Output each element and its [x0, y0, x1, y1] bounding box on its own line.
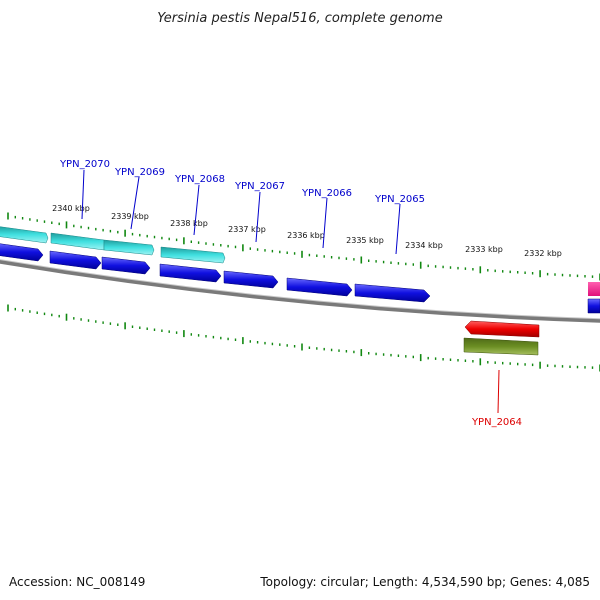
tick-label: 2340 kbp: [52, 204, 90, 213]
gene-label-ypn-2065[interactable]: YPN_2065: [374, 194, 425, 205]
gene-label-ypn-2066[interactable]: YPN_2066: [301, 188, 352, 199]
cds-arrow[interactable]: [0, 243, 44, 262]
callout-line: [193, 184, 200, 236]
callout-line: [255, 191, 261, 243]
cds-arrow[interactable]: [49, 250, 102, 270]
callout-line: [322, 197, 328, 249]
cds-arrow[interactable]: [159, 263, 222, 283]
tick-label: 2334 kbp: [405, 241, 443, 250]
gene-label-ypn-2070[interactable]: YPN_2070: [59, 159, 110, 170]
upper-tick-track: [7, 212, 600, 281]
tick-label: 2337 kbp: [228, 225, 266, 234]
forward-cds-track: [0, 243, 600, 314]
callout-line: [81, 169, 85, 220]
tick-label: 2336 kbp: [287, 231, 325, 240]
feature-block[interactable]: [103, 239, 155, 256]
tick-label: 2338 kbp: [170, 219, 208, 228]
gene-label-ypn-2068[interactable]: YPN_2068: [174, 174, 225, 185]
cds-arrow[interactable]: [286, 277, 353, 297]
cds-arrow[interactable]: [223, 270, 279, 289]
feature-block[interactable]: [50, 232, 105, 251]
forward-feature-track: [0, 226, 226, 264]
tick-label: 2335 kbp: [346, 236, 384, 245]
gene-label-ypn-2064[interactable]: YPN_2064: [471, 417, 522, 428]
accession-text: Accession: NC_008149: [9, 575, 145, 589]
reverse-cds-arrow[interactable]: [464, 320, 540, 338]
feature-block[interactable]: [160, 246, 226, 264]
genome-backbone: [0, 259, 600, 323]
tick-labels: 2340 kbp 2339 kbp 2338 kbp 2337 kbp 2336…: [52, 204, 562, 258]
map-title: Yersinia pestis Nepal516, complete genom…: [157, 11, 442, 26]
cds-arrow[interactable]: [101, 256, 151, 275]
genome-backbone-highlight: [0, 259, 600, 320]
gene-callouts: [81, 169, 500, 414]
reverse-feature-block[interactable]: [463, 337, 539, 356]
cds-arrow[interactable]: [587, 298, 600, 314]
tick-label: 2333 kbp: [465, 245, 503, 254]
gene-labels: YPN_2070 YPN_2069 YPN_2068 YPN_2067 YPN_…: [59, 159, 522, 428]
callout-line: [497, 369, 500, 414]
lower-tick-track: [7, 304, 600, 372]
gene-label-ypn-2069[interactable]: YPN_2069: [114, 167, 165, 178]
tick-label: 2339 kbp: [111, 212, 149, 221]
feature-block[interactable]: [0, 226, 49, 244]
cds-arrow[interactable]: [354, 283, 431, 303]
gene-label-ypn-2067[interactable]: YPN_2067: [234, 181, 285, 192]
callout-line: [130, 176, 140, 230]
edge-feature[interactable]: [588, 282, 600, 296]
genome-summary-text: Topology: circular; Length: 4,534,590 bp…: [259, 575, 590, 589]
tick-label: 2332 kbp: [524, 249, 562, 258]
callout-line: [395, 203, 401, 255]
